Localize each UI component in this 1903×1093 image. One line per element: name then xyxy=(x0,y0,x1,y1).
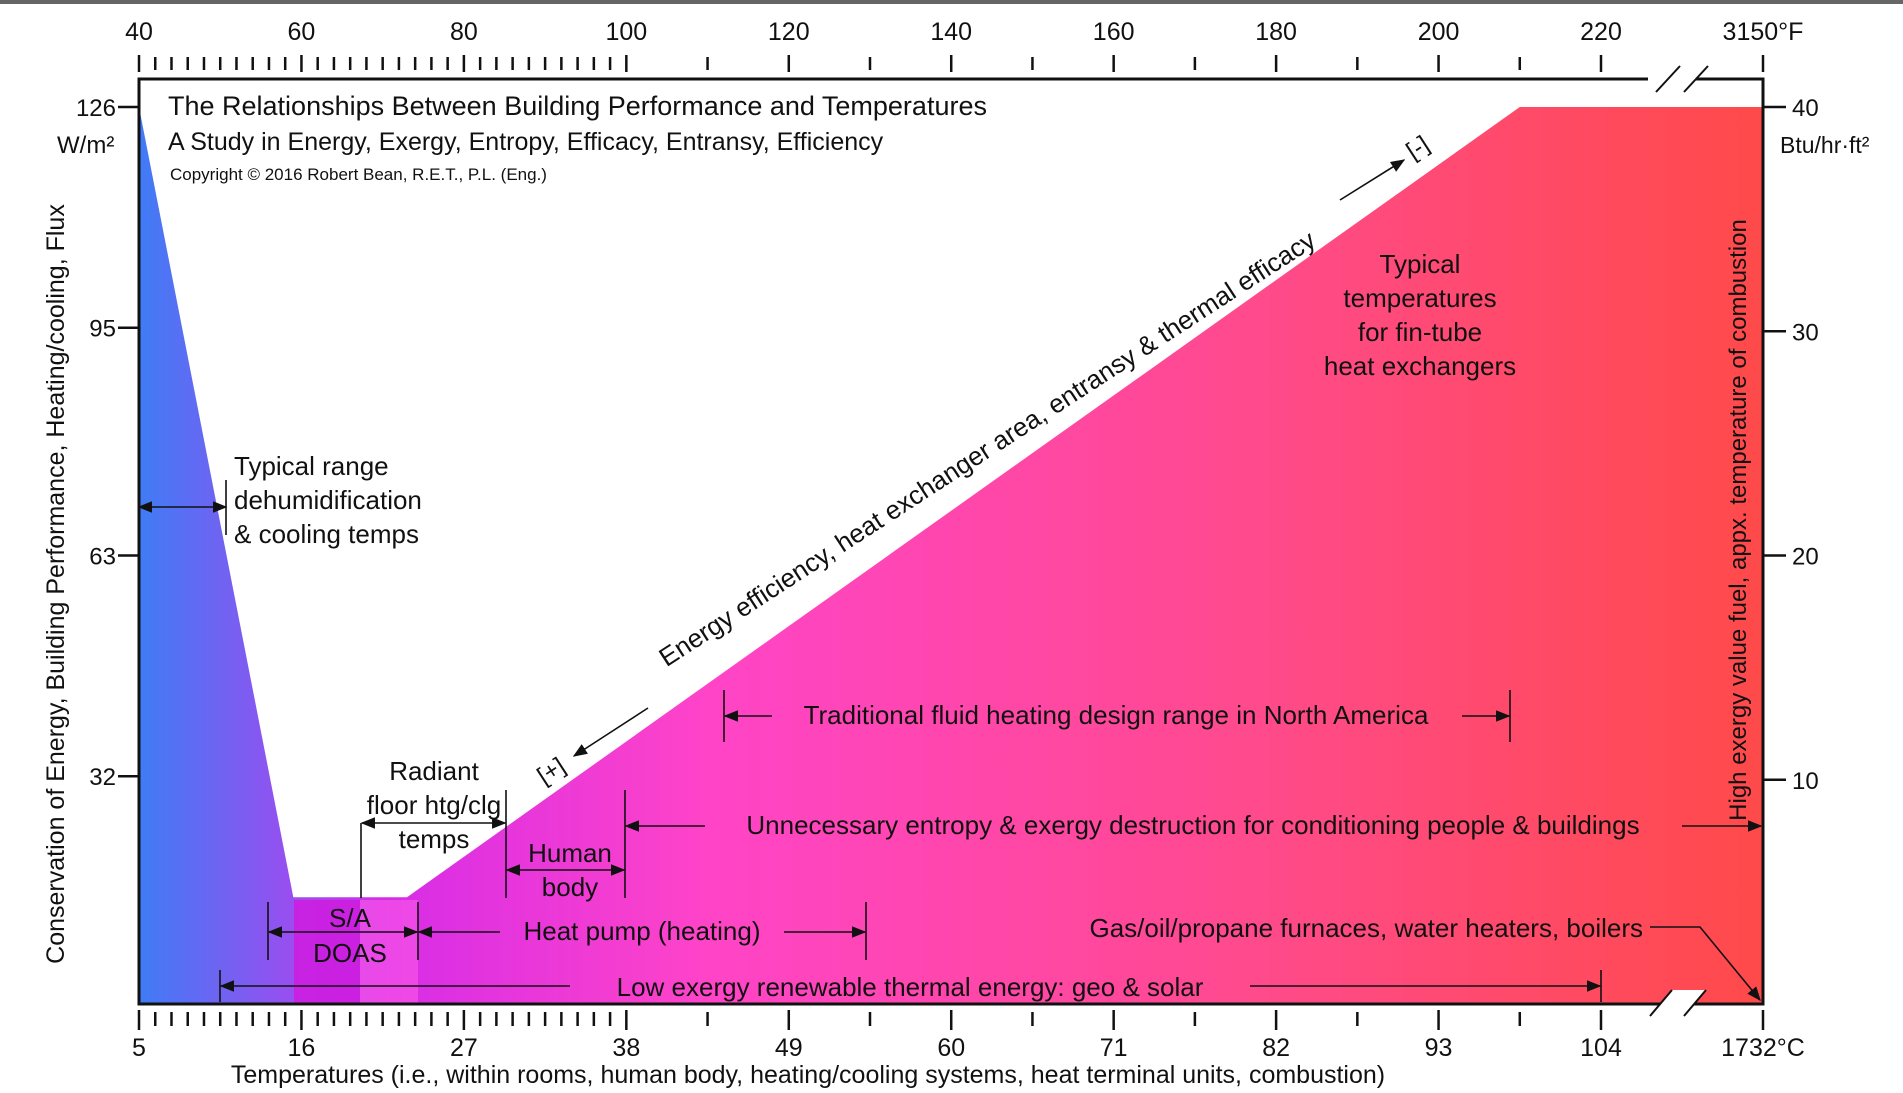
fin-tube-label-3: for fin-tube xyxy=(1358,317,1482,347)
radiant-label-2: floor htg/clg xyxy=(367,790,501,820)
heat-pump-annotation: Heat pump (heating) xyxy=(417,902,867,960)
chart-copyright: Copyright © 2016 Robert Bean, R.E.T., P.… xyxy=(170,165,547,184)
bottom-tick-label: 93 xyxy=(1425,1034,1453,1062)
left-axis-ticks: 126 95 63 32 xyxy=(76,95,139,791)
low-exergy-label: Low exergy renewable thermal energy: geo… xyxy=(617,972,1204,1002)
doas-annotation: S/A DOAS xyxy=(267,902,419,968)
top-tick-label: 160 xyxy=(1093,18,1135,46)
right-tick-label: 10 xyxy=(1792,768,1819,795)
left-tick-label: 32 xyxy=(89,764,116,791)
fin-tube-label-1: Typical xyxy=(1380,249,1461,279)
cooling-label-1: Typical range xyxy=(234,451,389,481)
radiant-label-3: temps xyxy=(399,824,470,854)
cooling-label-3: & cooling temps xyxy=(234,519,419,549)
right-axis-ticks: 40 30 20 10 xyxy=(1763,95,1819,795)
temperature-envelope-area xyxy=(139,107,1763,1004)
top-tick-label: 120 xyxy=(768,18,810,46)
bottom-axis-ticks: 5 16 27 38 49 60 71 82 93 104 1732°C xyxy=(132,1010,1805,1062)
bottom-tick-label: 38 xyxy=(612,1034,640,1062)
bottom-tick-label: 16 xyxy=(288,1034,316,1062)
left-tick-label: 126 xyxy=(76,95,116,122)
radiant-annotation: Radiant floor htg/clg temps xyxy=(360,756,507,898)
heat-pump-label: Heat pump (heating) xyxy=(523,916,760,946)
bottom-tick-label: 1732°C xyxy=(1721,1034,1805,1062)
cooling-range-annotation: Typical range dehumidification & cooling… xyxy=(137,451,422,549)
left-axis-unit: W/m² xyxy=(57,132,114,159)
cooling-label-2: dehumidification xyxy=(234,485,422,515)
bottom-tick-label: 27 xyxy=(450,1034,478,1062)
top-tick-label: 220 xyxy=(1580,18,1622,46)
top-tick-label: 140 xyxy=(930,18,972,46)
human-body-annotation: Human body xyxy=(505,790,626,902)
top-tick-label: 100 xyxy=(605,18,647,46)
left-tick-label: 63 xyxy=(89,544,116,571)
traditional-range-annotation: Traditional fluid heating design range i… xyxy=(723,690,1511,742)
doas-label-2: DOAS xyxy=(313,938,387,968)
top-edge-line xyxy=(0,0,1903,4)
chart-subtitle: A Study in Energy, Exergy, Entropy, Effi… xyxy=(168,128,884,156)
unnecessary-label: Unnecessary entropy & exergy destruction… xyxy=(746,810,1639,840)
left-axis-label: Conservation of Energy, Building Perform… xyxy=(42,204,70,964)
low-exergy-annotation: Low exergy renewable thermal energy: geo… xyxy=(219,970,1602,1002)
traditional-label: Traditional fluid heating design range i… xyxy=(804,700,1429,730)
bottom-tick-label: 5 xyxy=(132,1034,146,1062)
minus-label: [-] xyxy=(1402,131,1435,165)
axis-break-top xyxy=(1648,64,1709,94)
top-tick-label: 80 xyxy=(450,18,478,46)
bottom-tick-label: 60 xyxy=(937,1034,965,1062)
right-axis-unit: Btu/hr·ft² xyxy=(1780,132,1870,158)
top-axis-ticks: 40 60 80 100 120 140 160 180 200 220 3150°F xyxy=(125,18,1803,72)
top-tick-label: 180 xyxy=(1255,18,1297,46)
right-tick-label: 30 xyxy=(1792,319,1819,346)
bottom-tick-label: 104 xyxy=(1580,1034,1622,1062)
top-tick-label: 40 xyxy=(125,18,153,46)
human-label-1: Human xyxy=(528,838,612,868)
radiant-label-1: Radiant xyxy=(389,756,479,786)
top-tick-label: 3150°F xyxy=(1723,18,1804,46)
human-label-2: body xyxy=(542,872,598,902)
top-tick-label: 60 xyxy=(288,18,316,46)
plot-frame xyxy=(137,77,1765,1006)
axis-break-bottom xyxy=(1649,989,1707,1017)
fin-tube-label-2: temperatures xyxy=(1343,283,1496,313)
plus-label: [+] xyxy=(533,752,571,790)
gas-label: Gas/oil/propane furnaces, water heaters,… xyxy=(1089,913,1643,943)
right-tick-label: 40 xyxy=(1792,95,1819,122)
gas-furnace-annotation: Gas/oil/propane furnaces, water heaters,… xyxy=(1089,913,1761,1002)
right-axis-label: High exergy value fuel, appx. temperatur… xyxy=(1725,219,1752,821)
top-tick-label: 200 xyxy=(1418,18,1460,46)
fin-tube-annotation: Typical temperatures for fin-tube heat e… xyxy=(1324,249,1516,381)
doas-label-1: S/A xyxy=(329,903,372,933)
bottom-axis-label: Temperatures (i.e., within rooms, human … xyxy=(231,1061,1385,1089)
fin-tube-label-4: heat exchangers xyxy=(1324,351,1516,381)
unnecessary-entropy-annotation: Unnecessary entropy & exergy destruction… xyxy=(624,810,1763,840)
bottom-tick-label: 49 xyxy=(775,1034,803,1062)
bottom-tick-label: 71 xyxy=(1100,1034,1128,1062)
chart-title: The Relationships Between Building Perfo… xyxy=(168,91,987,121)
left-tick-label: 95 xyxy=(89,316,116,343)
bottom-tick-label: 82 xyxy=(1262,1034,1290,1062)
right-tick-label: 20 xyxy=(1792,544,1819,571)
